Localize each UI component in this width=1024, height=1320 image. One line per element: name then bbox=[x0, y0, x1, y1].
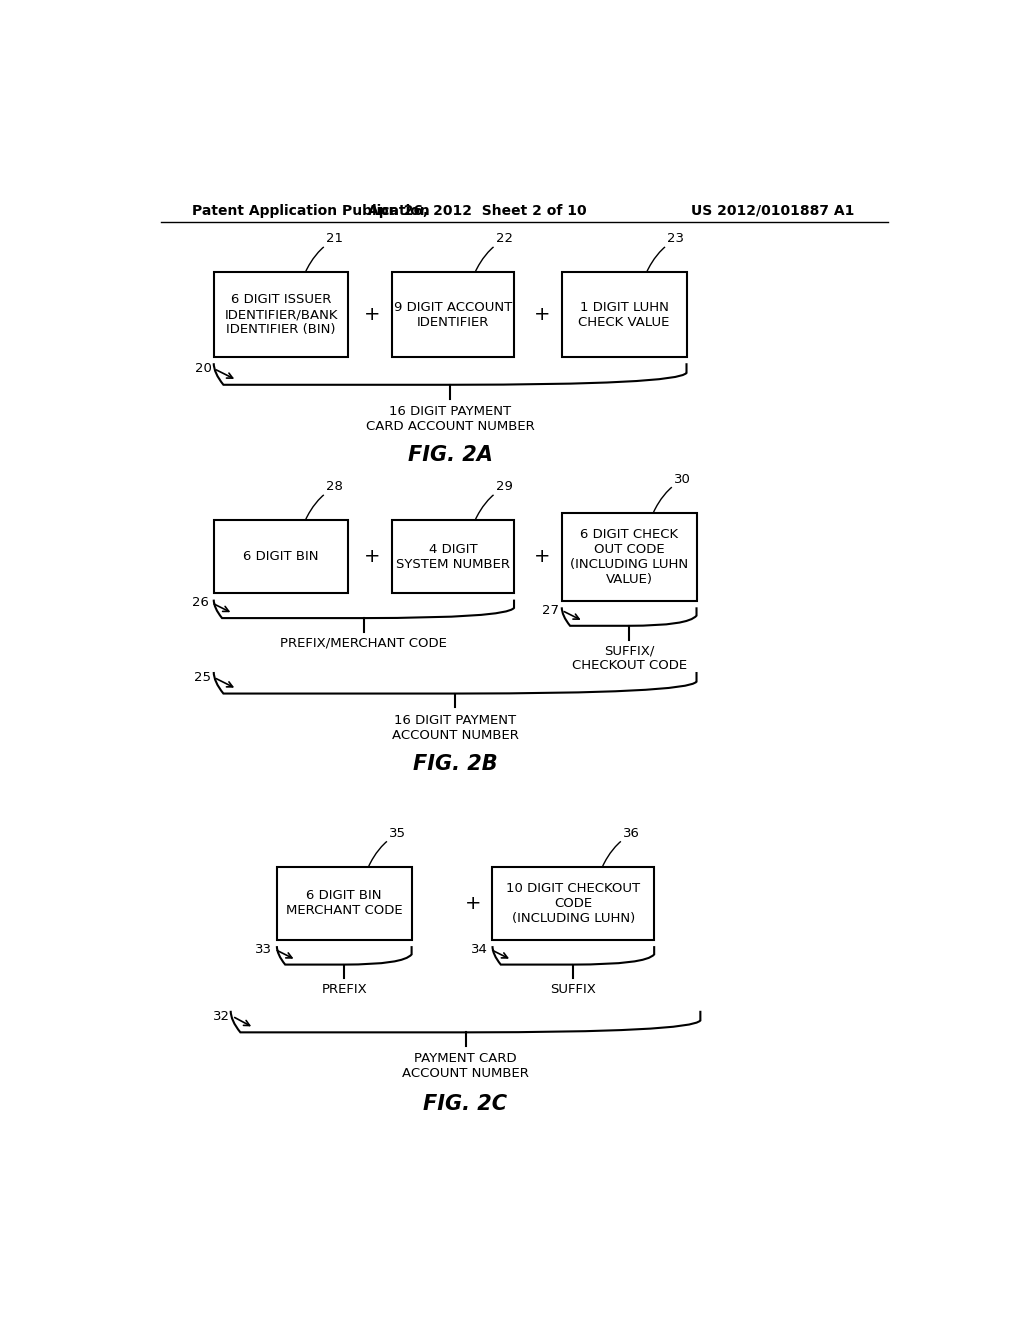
Text: FIG. 2B: FIG. 2B bbox=[413, 754, 498, 774]
Text: 35: 35 bbox=[389, 826, 407, 840]
Text: 34: 34 bbox=[471, 942, 487, 956]
Text: +: + bbox=[465, 894, 481, 913]
Text: +: + bbox=[534, 548, 550, 566]
Text: FIG. 2C: FIG. 2C bbox=[424, 1094, 508, 1114]
Bar bbox=[493, 867, 654, 940]
Text: 16 DIGIT PAYMENT
CARD ACCOUNT NUMBER: 16 DIGIT PAYMENT CARD ACCOUNT NUMBER bbox=[366, 405, 535, 433]
Text: 6 DIGIT CHECK
OUT CODE
(INCLUDING LUHN
VALUE): 6 DIGIT CHECK OUT CODE (INCLUDING LUHN V… bbox=[570, 528, 688, 586]
Text: 6 DIGIT ISSUER
IDENTIFIER/BANK
IDENTIFIER (BIN): 6 DIGIT ISSUER IDENTIFIER/BANK IDENTIFIE… bbox=[224, 293, 338, 337]
Text: 29: 29 bbox=[496, 480, 513, 494]
Text: US 2012/0101887 A1: US 2012/0101887 A1 bbox=[691, 203, 854, 218]
Text: PAYMENT CARD
ACCOUNT NUMBER: PAYMENT CARD ACCOUNT NUMBER bbox=[402, 1052, 529, 1080]
Text: 21: 21 bbox=[326, 232, 343, 246]
Text: 23: 23 bbox=[668, 232, 684, 246]
Text: 16 DIGIT PAYMENT
ACCOUNT NUMBER: 16 DIGIT PAYMENT ACCOUNT NUMBER bbox=[391, 714, 518, 742]
Text: 33: 33 bbox=[255, 942, 272, 956]
Bar bbox=[562, 272, 686, 358]
Text: 27: 27 bbox=[543, 603, 559, 616]
Text: 9 DIGIT ACCOUNT
IDENTIFIER: 9 DIGIT ACCOUNT IDENTIFIER bbox=[394, 301, 512, 329]
Text: +: + bbox=[534, 305, 550, 325]
Text: 10 DIGIT CHECKOUT
CODE
(INCLUDING LUHN): 10 DIGIT CHECKOUT CODE (INCLUDING LUHN) bbox=[506, 882, 640, 925]
Text: PREFIX/MERCHANT CODE: PREFIX/MERCHANT CODE bbox=[281, 636, 447, 649]
Bar bbox=[214, 272, 348, 358]
Bar bbox=[392, 520, 514, 594]
Text: Patent Application Publication: Patent Application Publication bbox=[193, 203, 430, 218]
Text: 6 DIGIT BIN
MERCHANT CODE: 6 DIGIT BIN MERCHANT CODE bbox=[286, 890, 402, 917]
Text: 26: 26 bbox=[193, 597, 209, 610]
Text: 4 DIGIT
SYSTEM NUMBER: 4 DIGIT SYSTEM NUMBER bbox=[396, 543, 510, 570]
Bar bbox=[214, 520, 348, 594]
Text: SUFFIX: SUFFIX bbox=[550, 983, 596, 997]
Text: 22: 22 bbox=[496, 232, 513, 246]
Text: 36: 36 bbox=[624, 826, 640, 840]
Text: 25: 25 bbox=[195, 671, 211, 684]
Bar bbox=[392, 272, 514, 358]
Text: 32: 32 bbox=[213, 1010, 230, 1023]
Text: 28: 28 bbox=[326, 480, 343, 494]
Text: PREFIX: PREFIX bbox=[322, 983, 368, 997]
Text: 20: 20 bbox=[195, 362, 211, 375]
Text: +: + bbox=[365, 305, 381, 325]
Text: SUFFIX/
CHECKOUT CODE: SUFFIX/ CHECKOUT CODE bbox=[571, 644, 687, 672]
Bar bbox=[276, 867, 412, 940]
Text: 30: 30 bbox=[674, 473, 691, 486]
Text: Apr. 26, 2012  Sheet 2 of 10: Apr. 26, 2012 Sheet 2 of 10 bbox=[368, 203, 587, 218]
Text: 6 DIGIT BIN: 6 DIGIT BIN bbox=[244, 550, 318, 564]
Text: +: + bbox=[365, 548, 381, 566]
Text: 1 DIGIT LUHN
CHECK VALUE: 1 DIGIT LUHN CHECK VALUE bbox=[579, 301, 670, 329]
Text: FIG. 2A: FIG. 2A bbox=[408, 445, 493, 465]
Bar bbox=[562, 512, 696, 601]
